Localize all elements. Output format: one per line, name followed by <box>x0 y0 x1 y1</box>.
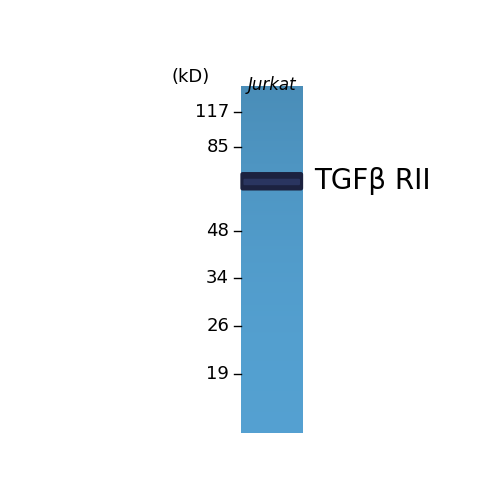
Text: 34: 34 <box>206 268 229 286</box>
Text: TGFβ RII: TGFβ RII <box>314 168 431 196</box>
Text: Jurkat: Jurkat <box>248 76 296 94</box>
FancyBboxPatch shape <box>240 172 303 191</box>
Text: 48: 48 <box>206 222 229 240</box>
Text: 19: 19 <box>206 365 229 383</box>
Text: 85: 85 <box>206 138 229 156</box>
Text: (kD): (kD) <box>171 68 209 86</box>
FancyBboxPatch shape <box>244 178 300 185</box>
Text: 26: 26 <box>206 316 229 334</box>
Text: 117: 117 <box>195 103 229 121</box>
